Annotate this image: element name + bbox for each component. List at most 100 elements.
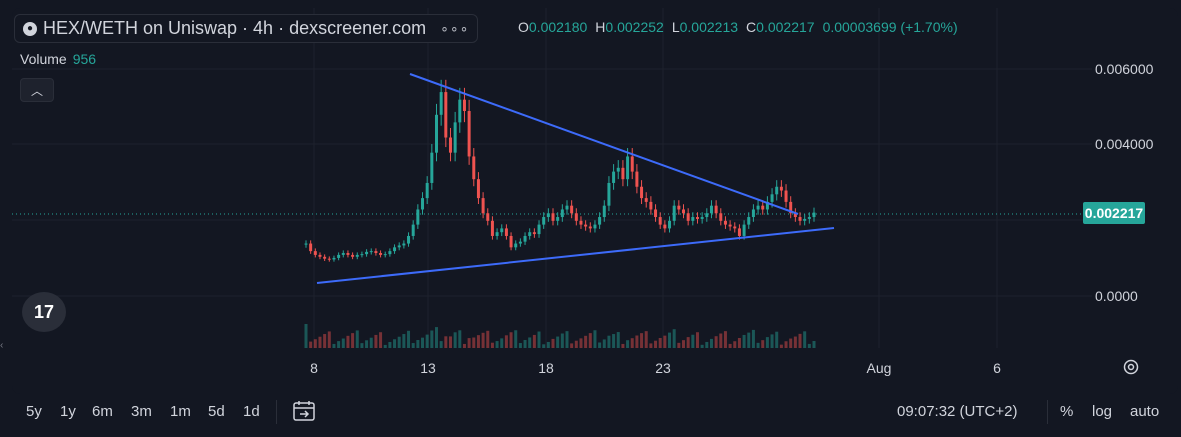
candle-body xyxy=(500,228,504,233)
candle-body xyxy=(751,209,755,218)
candle-body xyxy=(383,254,387,256)
bottom-toolbar xyxy=(0,394,1181,437)
volume-bar xyxy=(751,329,755,348)
volume-bar xyxy=(733,341,737,348)
volume-bar xyxy=(723,331,727,348)
symbol-title-box[interactable]: ● HEX/WETH on Uniswap · 4h · dexscreener… xyxy=(14,14,479,43)
candle-body xyxy=(682,209,686,214)
volume-bar xyxy=(551,338,555,348)
volume-bar xyxy=(709,338,713,348)
timeframe-1y[interactable]: 1y xyxy=(60,403,76,420)
candle-body xyxy=(574,213,578,221)
expand-left-panel-icon[interactable]: ‹ xyxy=(0,340,4,351)
timeframe-5d[interactable]: 5d xyxy=(208,403,225,420)
candle-body xyxy=(686,213,690,221)
lower-trendline xyxy=(316,227,835,284)
candle-body xyxy=(351,254,355,257)
candle-body xyxy=(630,156,634,172)
tradingview-logo-icon[interactable]: 17 xyxy=(22,292,66,332)
volume-bar xyxy=(635,335,639,348)
volume-bar xyxy=(495,341,499,348)
candle-body xyxy=(467,111,471,157)
timeframe-1m[interactable]: 1m xyxy=(170,403,191,420)
candle-body xyxy=(476,179,480,199)
volume-bar xyxy=(313,339,317,348)
auto-scale-toggle[interactable]: auto xyxy=(1130,403,1160,420)
candle-body xyxy=(635,171,639,187)
candle-body xyxy=(789,201,793,214)
open-label: O xyxy=(518,19,529,35)
candle-body xyxy=(784,190,788,202)
volume-bar xyxy=(784,341,788,348)
volume-bar xyxy=(719,333,723,348)
close-label: C xyxy=(746,19,757,35)
candle-body xyxy=(313,251,317,255)
candle-body xyxy=(509,235,513,248)
percent-scale-toggle[interactable]: % xyxy=(1060,403,1074,420)
volume-bar xyxy=(467,338,471,348)
timeframe-1d[interactable]: 1d xyxy=(243,403,260,420)
candle-body xyxy=(742,224,746,236)
candle-body xyxy=(626,156,630,180)
volume-bar xyxy=(518,343,522,348)
volume-bar xyxy=(775,331,779,348)
settings-gear-icon[interactable] xyxy=(1121,357,1141,377)
volume-bar xyxy=(807,343,811,348)
candle-body xyxy=(756,205,760,210)
candle-body xyxy=(798,217,802,221)
y-axis-label-0.004: 0.004000 xyxy=(1095,136,1154,152)
current-price-tag: 0.002217 xyxy=(1083,202,1145,224)
log-scale-toggle[interactable]: log xyxy=(1092,403,1113,420)
timeframe-6m[interactable]: 6m xyxy=(92,403,113,420)
open-value: 0.002180 xyxy=(528,19,588,35)
date-range-calendar-icon[interactable] xyxy=(291,399,317,423)
candle-body xyxy=(523,235,527,242)
timeframe-3m[interactable]: 3m xyxy=(131,403,152,420)
volume-bar xyxy=(677,342,681,348)
volume-bar xyxy=(434,327,438,348)
candle-body xyxy=(612,171,616,183)
y-axis-label-0: 0.0000 xyxy=(1095,288,1138,304)
volume-bar xyxy=(756,342,760,348)
volume-bar xyxy=(355,330,359,348)
candle-body xyxy=(761,205,765,210)
volume-bar xyxy=(369,337,373,348)
candle-body xyxy=(532,232,536,235)
volume-bar xyxy=(351,333,355,348)
volume-bar xyxy=(341,338,345,348)
timezone-clock[interactable]: 09:07:32 (UTC+2) xyxy=(897,403,1018,420)
collapse-legend-button[interactable]: ︿ xyxy=(20,78,54,102)
candle-body xyxy=(737,228,741,236)
candle-body xyxy=(719,213,723,221)
volume-bar xyxy=(658,338,662,348)
x-axis-label-18: 18 xyxy=(538,360,554,376)
candle-body xyxy=(411,224,415,236)
volume-bar xyxy=(761,340,765,348)
candle-body xyxy=(379,253,383,255)
candle-body xyxy=(644,198,648,202)
candle-body xyxy=(588,226,592,229)
volume-bar xyxy=(528,337,532,348)
volume-bar xyxy=(672,329,676,348)
price-chart[interactable] xyxy=(12,8,1178,394)
more-options-icon[interactable]: ∘∘∘ xyxy=(440,20,470,36)
volume-bar xyxy=(472,337,476,348)
timeframe-5y[interactable]: 5y xyxy=(26,403,42,420)
candle-body xyxy=(770,194,774,202)
chart-panel[interactable] xyxy=(12,8,1178,394)
volume-bar xyxy=(448,336,452,348)
candle-body xyxy=(584,224,588,227)
volume-bar xyxy=(304,324,308,348)
volume-bar xyxy=(649,343,653,348)
candle-body xyxy=(775,186,779,195)
candle-body xyxy=(677,205,681,210)
volume-bar xyxy=(523,339,527,348)
volume-bar xyxy=(514,330,518,348)
volume-bar xyxy=(593,330,597,348)
volume-legend: Volume 956 xyxy=(20,51,96,67)
volume-bar xyxy=(532,334,536,348)
toolbar-divider-right xyxy=(1047,400,1048,424)
volume-bars xyxy=(304,324,816,348)
candle-body xyxy=(472,156,476,180)
volume-bar xyxy=(346,335,350,348)
